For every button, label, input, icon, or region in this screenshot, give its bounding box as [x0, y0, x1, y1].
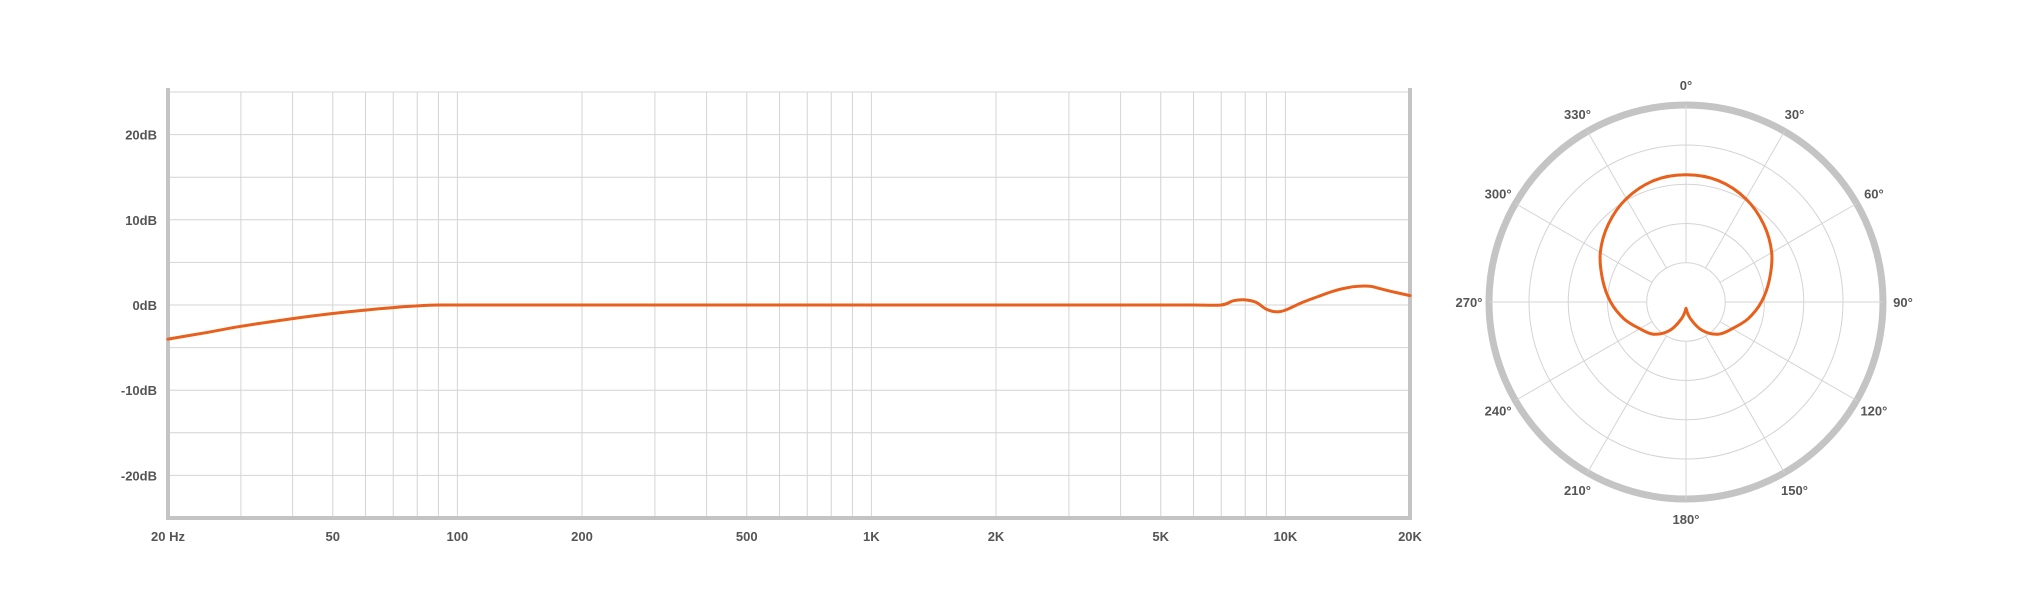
polar-angle-label: 120°	[1860, 404, 1887, 419]
x-tick-label: 200	[571, 529, 593, 544]
polar-angle-label: 210°	[1564, 483, 1591, 498]
x-tick-label: 5K	[1152, 529, 1169, 544]
polar-pattern-line	[1598, 173, 1774, 336]
polar-spoke	[1719, 321, 1857, 401]
frequency-series	[166, 284, 1412, 341]
polar-angle-label: 240°	[1485, 404, 1512, 419]
frequency-response-chart: 20 Hz 50 100 200 500 1K 2K 5K 10K 20K 20dB 10dB 0dB…	[121, 88, 1423, 544]
x-tick-label: 20K	[1398, 529, 1422, 544]
polar-angle-label: 300°	[1485, 187, 1512, 202]
polar-angle-labels: 0° 30° 60° 90° 120° 150° 180° 210° 240° 270° 300° 3…	[1456, 78, 1913, 527]
x-tick-label: 10K	[1273, 529, 1297, 544]
y-tick-label: -10dB	[121, 383, 157, 398]
y-tick-label: 10dB	[125, 213, 157, 228]
polar-spoke	[1515, 321, 1653, 401]
polar-angle-label: 90°	[1893, 295, 1913, 310]
polar-series	[1598, 173, 1774, 336]
x-tick-label: 20 Hz	[151, 529, 185, 544]
y-tick-label: -20dB	[121, 468, 157, 483]
polar-pattern-chart: 0° 30° 60° 90° 120° 150° 180° 210° 240° 270° 300° 3…	[1456, 78, 1913, 527]
polar-spoke	[1587, 335, 1667, 473]
x-tick-label: 2K	[988, 529, 1005, 544]
polar-angle-label: 60°	[1864, 187, 1884, 202]
y-tick-label: 20dB	[125, 128, 157, 143]
polar-ring	[1646, 262, 1726, 342]
frequency-response-line	[166, 284, 1412, 341]
polar-angle-label: 330°	[1564, 107, 1591, 122]
frequency-frame	[166, 88, 1412, 520]
polar-spoke	[1719, 203, 1857, 283]
polar-grid	[1485, 101, 1887, 503]
x-tick-label: 500	[736, 529, 758, 544]
x-tick-label: 50	[326, 529, 340, 544]
polar-angle-label: 0°	[1680, 78, 1692, 93]
polar-angle-label: 270°	[1456, 295, 1483, 310]
x-tick-label: 100	[447, 529, 469, 544]
x-tick-label: 1K	[863, 529, 880, 544]
frequency-x-tick-labels: 20 Hz 50 100 200 500 1K 2K 5K 10K 20K	[151, 529, 1423, 544]
polar-spoke	[1705, 335, 1785, 473]
polar-angle-label: 180°	[1673, 512, 1700, 527]
polar-angle-label: 150°	[1781, 483, 1808, 498]
polar-angle-label: 30°	[1785, 107, 1805, 122]
polar-spoke	[1515, 203, 1653, 283]
frequency-y-tick-labels: 20dB 10dB 0dB -10dB -20dB	[121, 128, 157, 484]
y-tick-label: 0dB	[132, 298, 157, 313]
